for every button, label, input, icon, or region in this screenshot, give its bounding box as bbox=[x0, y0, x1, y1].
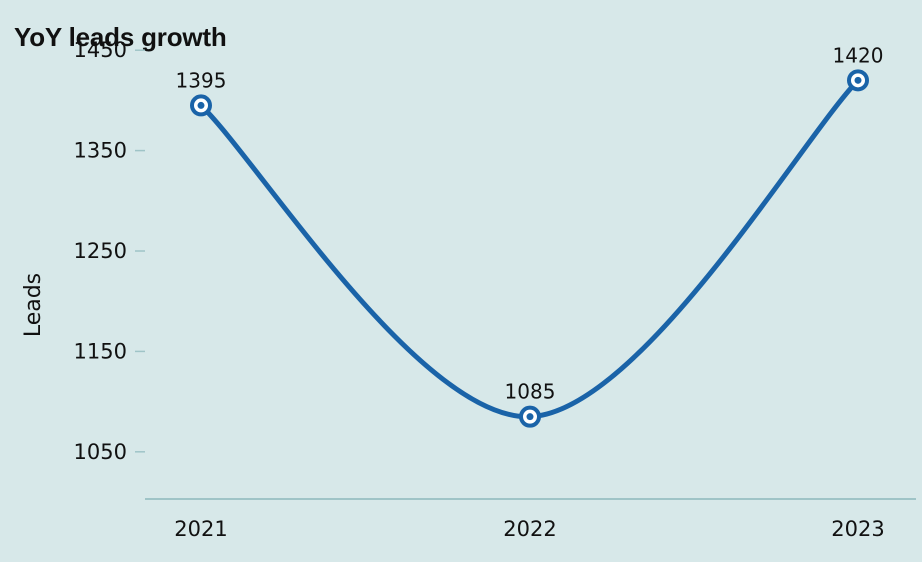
y-tick-label: 1150 bbox=[74, 339, 127, 363]
data-markers bbox=[190, 69, 869, 428]
data-label: 1395 bbox=[176, 68, 227, 92]
y-axis: 1050 1150 1250 1350 1450 bbox=[74, 38, 145, 464]
data-label: 1085 bbox=[505, 380, 556, 404]
y-tick-label: 1250 bbox=[74, 239, 127, 263]
series-line bbox=[198, 77, 861, 420]
data-labels: 1395 1085 1420 bbox=[176, 43, 884, 403]
data-point-marker bbox=[847, 69, 869, 92]
y-tick-label: 1050 bbox=[74, 440, 127, 464]
x-tick-label: 2022 bbox=[503, 517, 556, 541]
y-tick-label: 1450 bbox=[74, 38, 127, 62]
data-label: 1420 bbox=[833, 43, 884, 67]
x-tick-label: 2021 bbox=[174, 517, 227, 541]
x-tick-label: 2023 bbox=[831, 517, 884, 541]
y-tick-label: 1350 bbox=[74, 139, 127, 163]
x-axis: 2021 2022 2023 bbox=[174, 517, 884, 541]
y-axis-label: Leads bbox=[21, 273, 46, 337]
data-point-marker bbox=[190, 94, 212, 117]
data-point-marker bbox=[519, 405, 541, 428]
chart-title: YoY leads growth bbox=[14, 22, 227, 52]
